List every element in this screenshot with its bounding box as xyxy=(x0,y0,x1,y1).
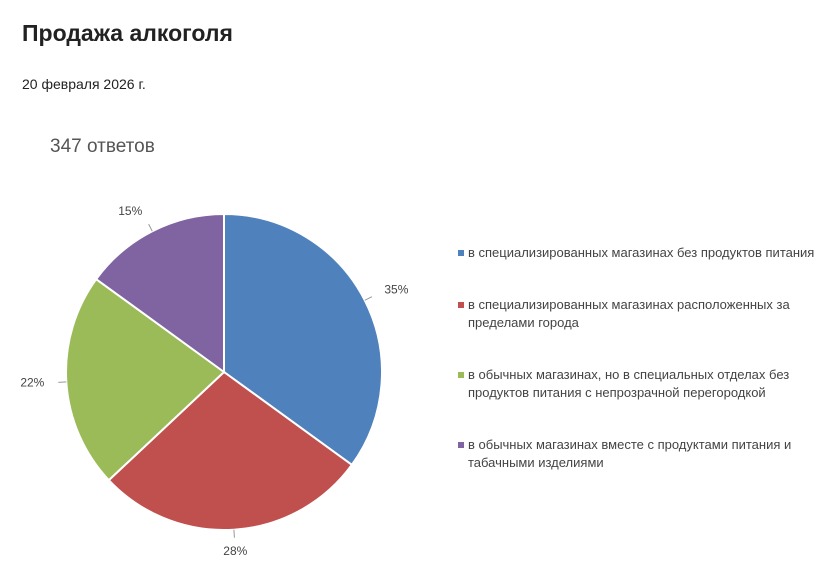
leader-line xyxy=(364,296,373,301)
leader-line xyxy=(233,529,235,538)
legend-item: в обычных магазинах вместе с продуктами … xyxy=(458,436,828,472)
pie-slice xyxy=(107,370,354,531)
page-title: Продажа алкоголя xyxy=(22,20,233,46)
legend-item: в специализированных магазинах расположе… xyxy=(458,296,828,332)
legend-label: в специализированных магазинах без проду… xyxy=(468,245,815,260)
legend-item: в обычных магазинах, но в специальных от… xyxy=(458,366,828,402)
data-label: 28% xyxy=(223,544,247,558)
leader-line xyxy=(58,381,67,383)
data-label: 22% xyxy=(20,375,44,389)
legend-swatch xyxy=(458,250,464,256)
legend-label: в обычных магазинах вместе с продуктами … xyxy=(468,437,792,470)
data-label: 15% xyxy=(118,204,142,218)
pie-slice xyxy=(94,212,225,374)
leader-line xyxy=(148,223,153,232)
chart-title: 347 ответов xyxy=(50,136,155,157)
legend: в специализированных магазинах без проду… xyxy=(458,244,828,506)
legend-swatch xyxy=(458,302,464,308)
data-label: 35% xyxy=(384,282,408,296)
pie-slice xyxy=(65,277,226,482)
legend-swatch xyxy=(458,372,464,378)
legend-label: в обычных магазинах, но в специальных от… xyxy=(468,367,790,400)
legend-swatch xyxy=(458,442,464,448)
legend-item: в специализированных магазинах без проду… xyxy=(458,244,828,262)
page-date: 20 февраля 2026 г. xyxy=(22,76,146,92)
legend-label: в специализированных магазинах расположе… xyxy=(468,297,790,330)
